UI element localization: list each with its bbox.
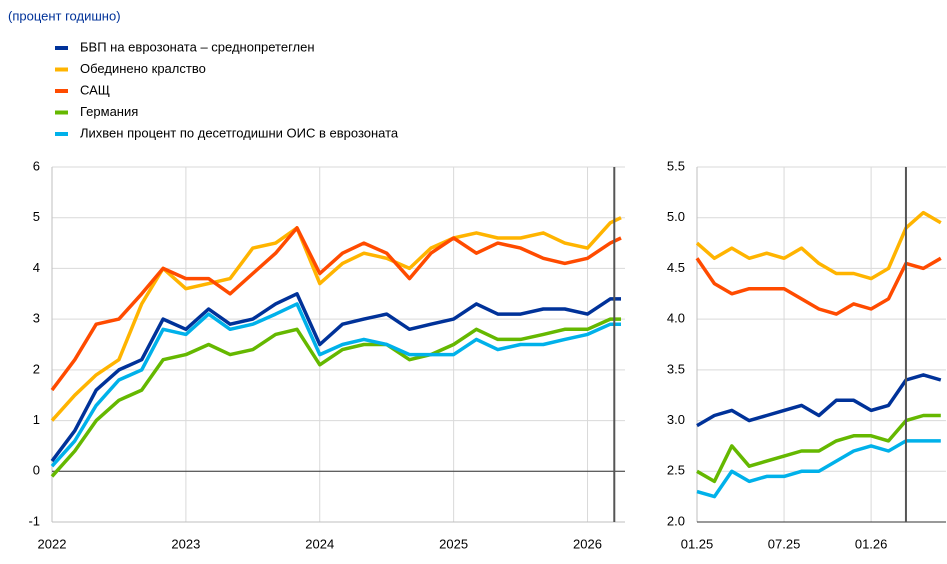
y-tick-label: 4.5 <box>667 260 685 275</box>
y-tick-label: 3.5 <box>667 361 685 376</box>
y-tick-label: 4.0 <box>667 311 685 326</box>
series-line <box>696 439 941 499</box>
x-tick-label: 2022 <box>38 536 67 551</box>
legend-label: БВП на еврозоната – среднопретеглен <box>80 39 315 54</box>
x-tick-label: 07.25 <box>768 536 801 551</box>
y-tick-label: 3 <box>33 311 40 326</box>
y-tick-label: -1 <box>28 513 40 528</box>
legend-label: Лихвен процент по десетгодишни ОИС в евр… <box>80 125 399 140</box>
series-line <box>696 413 941 484</box>
series-line <box>50 292 621 463</box>
series-line <box>50 226 622 392</box>
series-line <box>50 216 622 422</box>
y-tick-label: 2.5 <box>667 463 685 478</box>
x-tick-label: 2024 <box>305 536 334 551</box>
y-tick-label: 5 <box>33 209 40 224</box>
y-tick-label: 6 <box>33 158 40 173</box>
legend-label: САЩ <box>80 82 110 97</box>
y-tick-label: 3.0 <box>667 412 685 427</box>
y-tick-label: 1 <box>33 412 40 427</box>
unit-subtitle: (процент годишно) <box>8 8 121 23</box>
series-line <box>695 256 942 316</box>
legend-label: Германия <box>80 104 138 119</box>
legend-label: Обединено кралство <box>80 61 206 76</box>
y-tick-label: 2.0 <box>667 513 685 528</box>
y-tick-label: 0 <box>33 463 40 478</box>
x-tick-label: 2026 <box>573 536 602 551</box>
x-tick-label: 01.25 <box>681 536 714 551</box>
y-tick-label: 2 <box>33 361 40 376</box>
series-line <box>50 302 621 468</box>
y-tick-label: 5.0 <box>667 209 685 224</box>
y-tick-label: 5.5 <box>667 158 685 173</box>
y-tick-label: 4 <box>33 260 40 275</box>
series-line <box>50 317 621 478</box>
x-tick-label: 01.26 <box>855 536 888 551</box>
series-line <box>696 373 942 428</box>
series-line <box>695 210 942 281</box>
x-tick-label: 2023 <box>171 536 200 551</box>
x-tick-label: 2025 <box>439 536 468 551</box>
